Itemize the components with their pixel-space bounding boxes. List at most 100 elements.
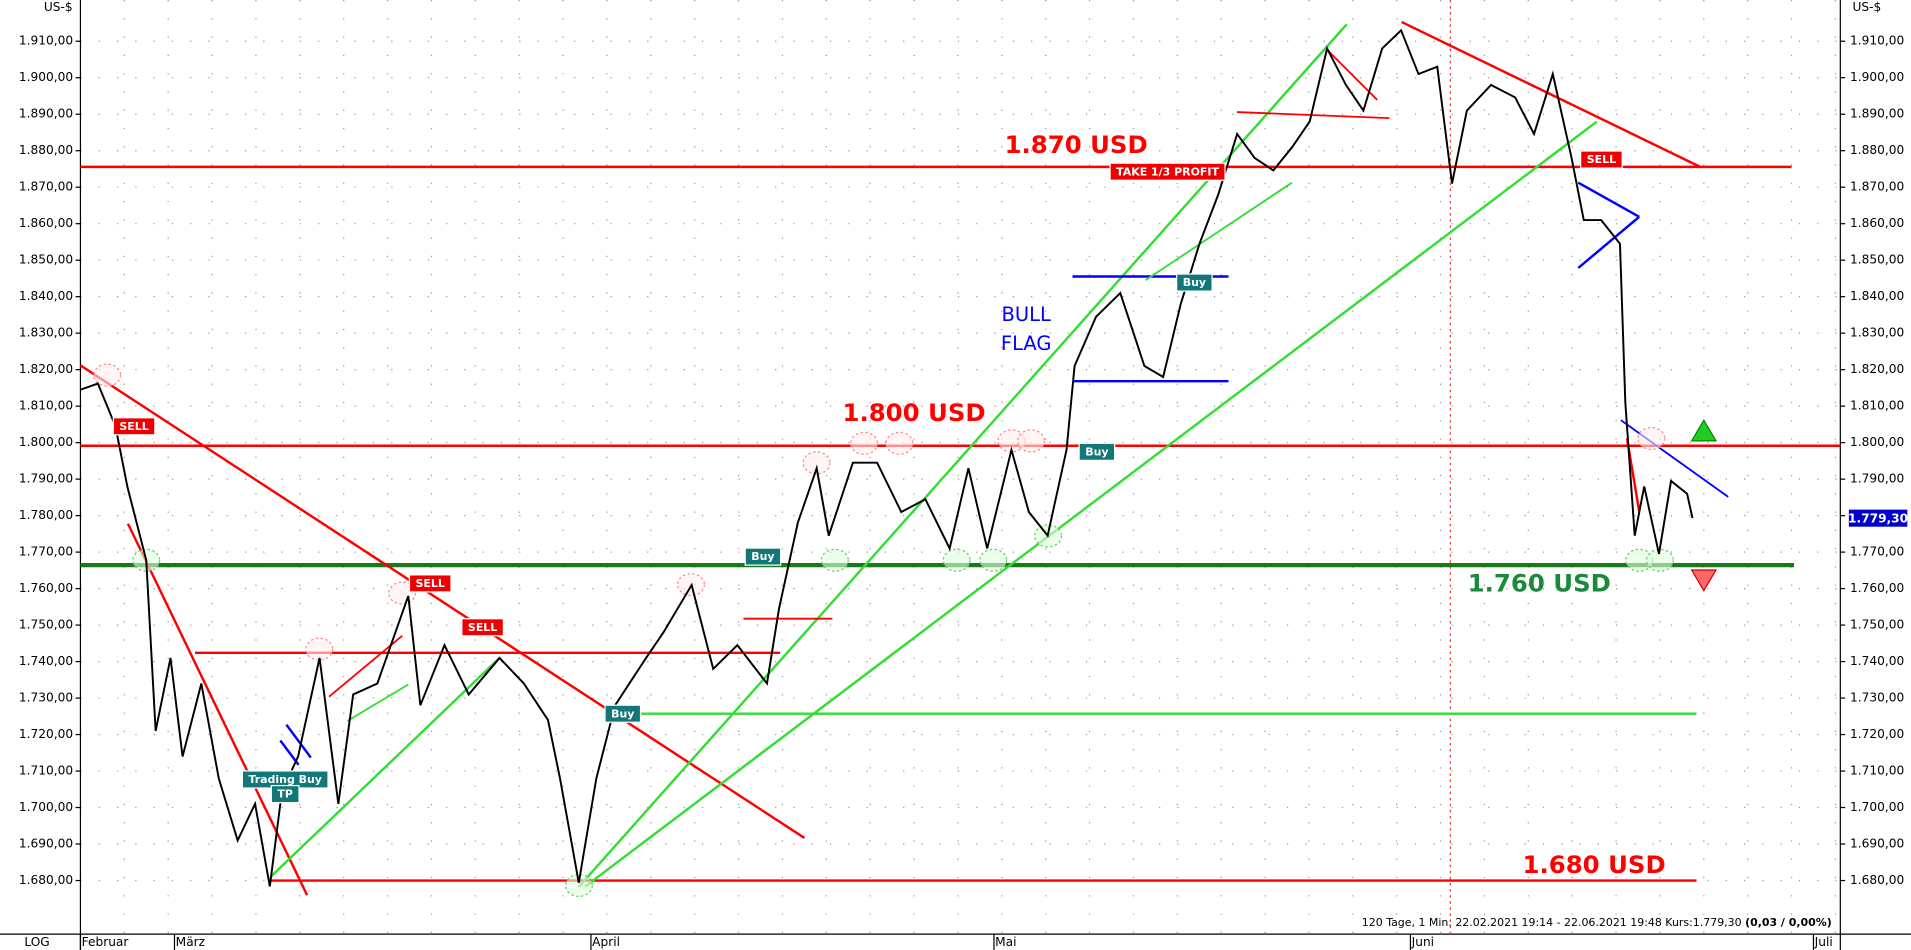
signal-label: Buy (611, 707, 634, 720)
highlight-circle (1017, 429, 1046, 453)
last-price-label: 1.779,30 (1848, 511, 1908, 525)
signal-box (112, 417, 156, 436)
level-label: 1.760 USD (1468, 569, 1611, 598)
y-tick-label-right: 1.800,00 (1850, 435, 1904, 449)
y-tick-label-right: 1.850,00 (1850, 253, 1904, 267)
y-tick-label: 1.770,00 (19, 545, 73, 559)
y-tick-label: 1.810,00 (19, 399, 73, 413)
y-tick-label-right: 1.880,00 (1850, 143, 1904, 157)
highlight-circle (305, 637, 334, 661)
x-tick-label: Februar (82, 935, 129, 949)
y-tick-label-right: 1.720,00 (1850, 727, 1904, 741)
y-tick-label-right: 1.870,00 (1850, 180, 1904, 194)
pattern-label: FLAG (1001, 332, 1052, 355)
level-label: 1.870 USD (1005, 130, 1148, 159)
trend-line (269, 656, 501, 878)
highlight-circle (850, 431, 879, 455)
trend-line (1401, 20, 1701, 168)
x-tick-label: April (592, 935, 620, 949)
y-tick-label-right: 1.910,00 (1850, 34, 1904, 48)
x-tick-label: Mai (995, 935, 1016, 949)
highlight-circle (1645, 548, 1674, 572)
y-tick-label: 1.760,00 (19, 581, 73, 595)
signal: SELL (461, 618, 505, 637)
signal: Buy (744, 547, 782, 566)
highlight-circle (93, 363, 122, 387)
signal-label: SELL (468, 621, 497, 634)
y-tick-label: 1.830,00 (19, 326, 73, 340)
signal-box (1078, 442, 1116, 461)
y-tick-label-right: 1.810,00 (1850, 399, 1904, 413)
y-tick-label: 1.720,00 (19, 727, 73, 741)
change: (0,03 / 0,00%) (1745, 916, 1832, 929)
scale-label: LOG (24, 935, 49, 949)
x-tick-label: Juni (1411, 935, 1434, 949)
price-line (80, 28, 1694, 887)
y-tick-label: 1.780,00 (19, 508, 73, 522)
signal: Buy (604, 704, 642, 723)
y-tick-label-right: 1.840,00 (1850, 289, 1904, 303)
y-tick-label: 1.910,00 (19, 34, 73, 48)
y-axis-unit-right: US-$ (1852, 0, 1881, 14)
trend-line (1236, 111, 1390, 120)
y-tick-label: 1.750,00 (19, 618, 73, 632)
y-tick-label-right: 1.730,00 (1850, 691, 1904, 705)
signal-box (461, 618, 505, 637)
signal: SELL (1580, 150, 1623, 169)
y-tick-label-right: 1.890,00 (1850, 107, 1904, 121)
y-tick-label-right: 1.770,00 (1850, 545, 1904, 559)
y-tick-label: 1.900,00 (19, 70, 73, 84)
signal-label: TAKE 1/3 PROFIT (1116, 165, 1219, 178)
trend-line (584, 120, 1598, 888)
y-tick-label-right: 1.700,00 (1850, 800, 1904, 814)
signal-box (604, 704, 642, 723)
signal-label: SELL (1587, 153, 1616, 166)
y-tick-label: 1.860,00 (19, 216, 73, 230)
trend-line (285, 723, 312, 759)
signal-label: Buy (1085, 445, 1108, 458)
signal-label: Trading Buy (248, 773, 321, 786)
signal: SELL (112, 417, 156, 436)
x-tick-label: März (176, 935, 205, 949)
signal-box (270, 784, 300, 804)
level-label: 1.680 USD (1523, 850, 1666, 879)
trend-line (1577, 215, 1641, 269)
signal: Buy (1176, 273, 1213, 292)
y-tick-label-right: 1.820,00 (1850, 362, 1904, 376)
level-label: 1.800 USD (842, 398, 985, 427)
pattern-label: BULL (1002, 303, 1051, 326)
last-price-box (1848, 509, 1908, 527)
trend-line (1145, 181, 1293, 281)
signal-label: TP (277, 788, 293, 801)
y-tick-label: 1.840,00 (19, 289, 73, 303)
up-marker (1690, 418, 1718, 442)
signal-label: Buy (1183, 276, 1206, 289)
highlight-circle (820, 548, 849, 572)
trend-line (346, 683, 409, 722)
signal-label: Buy (751, 550, 774, 563)
highlight-circle (802, 451, 831, 475)
signal-box (744, 547, 782, 566)
y-tick-label: 1.690,00 (19, 837, 73, 851)
y-tick-label-right: 1.690,00 (1850, 837, 1904, 851)
y-tick-label-right: 1.860,00 (1850, 216, 1904, 230)
y-tick-label-right: 1.680,00 (1850, 873, 1904, 887)
highlight-circle (979, 548, 1008, 572)
highlight-circle (885, 431, 914, 455)
y-tick-label: 1.700,00 (19, 800, 73, 814)
signal-label: SELL (416, 577, 445, 590)
y-tick-label-right: 1.740,00 (1850, 654, 1904, 668)
signal-label: SELL (119, 420, 148, 433)
x-tick-label: Juli (1814, 935, 1833, 949)
signal-box (408, 574, 452, 593)
y-tick-label: 1.730,00 (19, 691, 73, 705)
highlight-circle (1637, 426, 1666, 451)
y-tick-label: 1.890,00 (19, 107, 73, 121)
signal: TP (270, 784, 300, 804)
y-tick-label: 1.740,00 (19, 654, 73, 668)
y-axis-unit: US-$ (44, 0, 73, 14)
signal: Buy (1078, 442, 1116, 461)
y-tick-label: 1.820,00 (19, 362, 73, 376)
